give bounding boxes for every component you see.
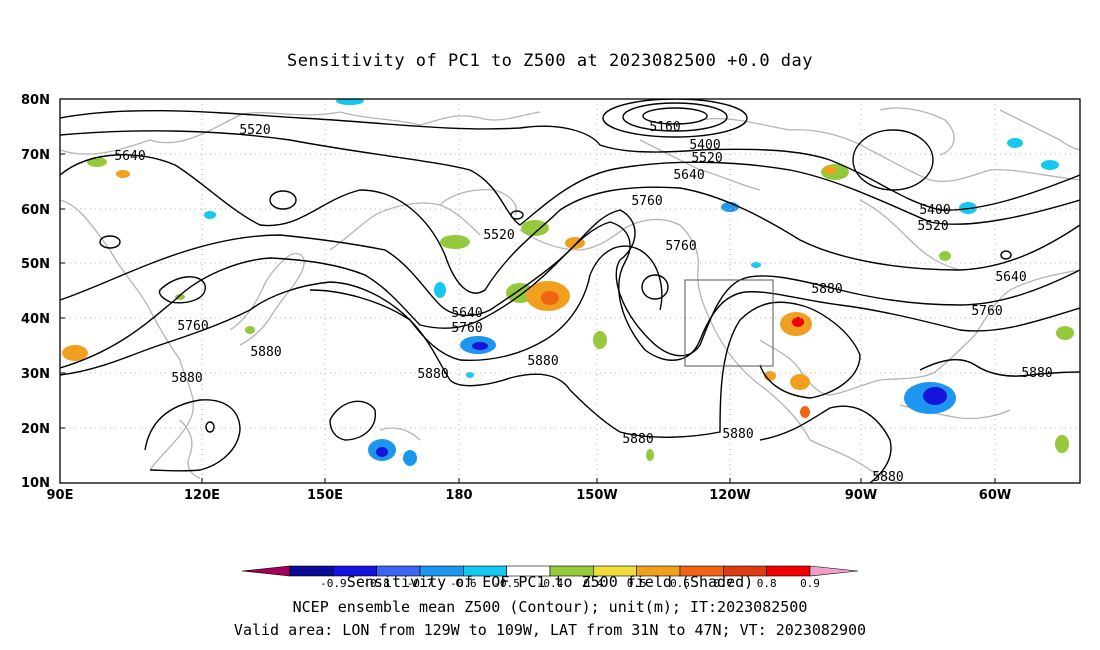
lon-tick-label: 150W xyxy=(576,488,617,503)
z500-contours xyxy=(60,99,1080,483)
contour-label: 5640 xyxy=(451,306,482,321)
lon-tick-label: 90W xyxy=(845,488,877,503)
contour-label: 5640 xyxy=(114,149,145,164)
lat-tick-label: 10N xyxy=(21,476,50,491)
colorbar-tick-label: 0.8 xyxy=(757,577,777,590)
axis-ticks xyxy=(60,98,996,484)
contour-label: 5400 xyxy=(919,203,950,218)
contour-label: 5880 xyxy=(527,354,558,369)
contour-label: 5520 xyxy=(691,151,722,166)
contour-label: 5880 xyxy=(811,282,842,297)
caption-shading: Sensitivity of EOF PC1 to Z500 field (Sh… xyxy=(346,573,754,591)
lon-tick-label: 120E xyxy=(184,488,220,503)
contour-label: 5400 xyxy=(689,138,720,153)
contour-label: 5520 xyxy=(917,219,948,234)
colorbar-tick-label: 0.5 xyxy=(627,577,647,590)
lat-tick-label: 30N xyxy=(21,367,50,382)
contour-label: 5760 xyxy=(971,304,1002,319)
latitude-labels: 80N 70N 60N 50N 40N 30N 20N 10N xyxy=(21,93,50,491)
colorbar-tick-label: -0.5 xyxy=(493,577,520,590)
contour-label: 5640 xyxy=(673,168,704,183)
contour-label: 5760 xyxy=(631,194,662,209)
colorbar-tick-label: 0.6 xyxy=(670,577,690,590)
colorbar-tick-label: 0.4 xyxy=(583,577,603,590)
map-frame-bg xyxy=(60,99,1080,483)
colorbar-tick-label: 0.9 xyxy=(800,577,820,590)
colorbar-tick-label: -0.8 xyxy=(363,577,390,590)
coastlines xyxy=(60,107,1080,483)
contour-label: 5520 xyxy=(239,123,270,138)
sensitivity-shading xyxy=(62,99,1074,466)
contour-label: 5760 xyxy=(665,239,696,254)
lat-tick-label: 60N xyxy=(21,203,50,218)
colorbar-tick-label: -0.9 xyxy=(320,577,347,590)
contour-label: 5880 xyxy=(417,367,448,382)
lon-tick-label: 120W xyxy=(709,488,750,503)
colorbar-tick-label: -0.6 xyxy=(450,577,477,590)
valid-area-box xyxy=(684,279,774,367)
contour-label: 5640 xyxy=(995,270,1026,285)
contour-labels: 5160 5400 5520 5640 5760 5880 5520 5640 … xyxy=(114,120,1052,485)
contour-label: 5760 xyxy=(177,319,208,334)
colorbar-tick-label: 0.7 xyxy=(713,577,733,590)
contour-label: 5880 xyxy=(622,432,653,447)
colorbar-tick-label: -0.7 xyxy=(407,577,434,590)
colorbar-tick-label: -0.4 xyxy=(537,577,564,590)
lat-tick-label: 20N xyxy=(21,422,50,437)
contour-label: 5160 xyxy=(649,120,680,135)
caption-contour: NCEP ensemble mean Z500 (Contour); unit(… xyxy=(292,598,808,616)
contour-label: 5880 xyxy=(872,470,903,485)
lat-tick-label: 70N xyxy=(21,148,50,163)
caption-valid-area: Valid area: LON from 129W to 109W, LAT f… xyxy=(233,621,867,639)
lat-tick-label: 80N xyxy=(21,93,50,108)
lon-tick-label: 150E xyxy=(307,488,343,503)
contour-label: 5880 xyxy=(1021,366,1052,381)
contour-label: 5880 xyxy=(171,371,202,386)
contour-label: 5520 xyxy=(483,228,514,243)
contour-label: 5760 xyxy=(451,321,482,336)
longitude-labels: 90E 120E 150E 180 150W 120W 90W 60W xyxy=(47,488,1012,503)
map-title: Sensitivity of PC1 to Z500 at 2023082500… xyxy=(286,51,813,71)
lat-tick-label: 40N xyxy=(21,312,50,327)
contour-label: 5880 xyxy=(250,345,281,360)
lat-tick-label: 50N xyxy=(21,257,50,272)
lon-tick-label: 90E xyxy=(47,488,74,503)
map-frame xyxy=(59,98,1081,484)
lon-tick-label: 180 xyxy=(445,488,472,503)
contour-label: 5880 xyxy=(722,427,753,442)
lon-tick-label: 60W xyxy=(979,488,1011,503)
colorbar: -0.9 -0.8 -0.7 -0.6 -0.5 -0.4 0.4 0.5 0.6 0.7 0.8 0… xyxy=(241,565,859,590)
colorbar-high-arrow xyxy=(809,565,859,577)
